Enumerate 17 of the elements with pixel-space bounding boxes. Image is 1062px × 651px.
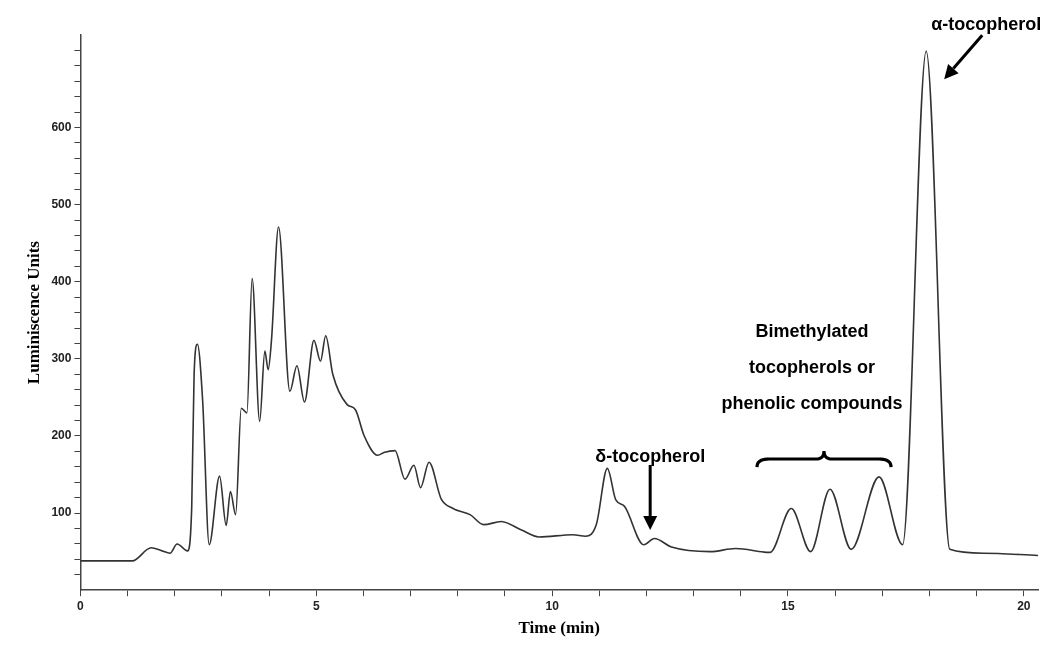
y-tick-label: 400 — [51, 274, 72, 289]
annotation: Bimethylated tocopherols or phenolic compounds — [721, 321, 903, 413]
y-tick-label: 600 — [51, 119, 72, 134]
y-axis-title: Luminiscence Units — [23, 240, 43, 385]
x-tick-label: 10 — [545, 598, 560, 613]
x-tick-label: 15 — [781, 598, 795, 613]
x-axis-title: Time (min) — [518, 618, 600, 638]
annotation: α-tocopherol — [931, 14, 1042, 35]
y-tick-label: 100 — [51, 505, 72, 520]
x-tick-label: 0 — [77, 598, 85, 613]
line-series — [80, 50, 1038, 562]
y-tick-label: 300 — [51, 351, 72, 366]
y-tick-label: 500 — [51, 196, 72, 211]
x-tick-label: 5 — [312, 598, 320, 613]
annotation: δ-tocopherol — [595, 445, 706, 466]
x-tick-label: 20 — [1017, 598, 1031, 613]
y-tick-label: 200 — [51, 428, 72, 443]
